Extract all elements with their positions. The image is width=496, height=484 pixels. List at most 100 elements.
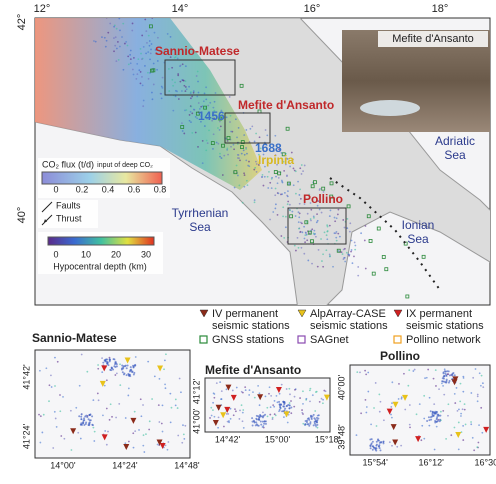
- epicenter-cluster: [283, 403, 286, 406]
- epicenter: [234, 118, 237, 121]
- epicenter: [219, 111, 222, 114]
- epicenter: [212, 133, 215, 136]
- epicenter: [273, 405, 276, 408]
- epicenter: [181, 441, 184, 444]
- epicenter: [129, 58, 132, 61]
- epicenter-cluster: [431, 413, 434, 416]
- epicenter: [225, 413, 228, 415]
- flux-tick-label: 0.4: [102, 184, 115, 194]
- epicenter: [243, 153, 246, 156]
- epicenter: [114, 36, 117, 39]
- epicenter: [269, 413, 272, 416]
- epicenter: [126, 44, 129, 47]
- lon-label: 14°: [172, 3, 189, 15]
- station: [304, 220, 309, 225]
- epicenter: [225, 116, 228, 119]
- epicenter: [365, 373, 368, 376]
- epicenter: [321, 402, 324, 405]
- epicenter: [337, 208, 340, 211]
- epicenter: [148, 428, 151, 431]
- epicenter: [322, 253, 324, 256]
- seismicity: [93, 18, 426, 299]
- epicenter: [190, 121, 192, 124]
- sea-label: Sea: [407, 232, 429, 246]
- epicenter: [460, 431, 463, 433]
- epicenter-cluster: [86, 416, 89, 419]
- epicenter: [228, 421, 230, 424]
- station-symbol: [392, 401, 399, 408]
- epicenter: [343, 247, 346, 250]
- epicenter: [286, 194, 289, 197]
- epicenter: [230, 145, 232, 148]
- photo-title: Mefite d'Ansanto: [392, 33, 474, 45]
- epicenter: [212, 401, 214, 404]
- epicenter: [442, 384, 444, 387]
- epicenter: [305, 397, 308, 400]
- epicenter: [122, 68, 125, 71]
- epicenter: [481, 382, 484, 385]
- epicenter-cluster: [375, 447, 378, 450]
- epicenter: [304, 241, 306, 244]
- epicenter: [143, 451, 146, 453]
- epicenter-cluster: [375, 440, 378, 443]
- station-symbol: [455, 431, 462, 438]
- epicenter: [176, 57, 179, 60]
- epicenter: [223, 425, 225, 428]
- epicenter-cluster: [314, 424, 317, 427]
- station-symbol: [451, 379, 458, 386]
- epicenter: [177, 73, 180, 75]
- epicenter: [301, 409, 303, 411]
- epicenter: [290, 412, 293, 415]
- inset-lat-label: 41°00': [191, 408, 201, 434]
- epicenter: [284, 163, 287, 166]
- epicenter: [105, 18, 108, 19]
- inset-lat-label: 39°48': [336, 424, 346, 450]
- epicenter: [257, 153, 260, 156]
- epicenter: [213, 393, 216, 395]
- epicenter: [434, 369, 437, 372]
- epicenter: [300, 173, 303, 175]
- epicenter-cluster: [315, 416, 318, 419]
- epicenter-cluster: [112, 358, 115, 361]
- epicenter: [124, 417, 127, 419]
- station: [285, 126, 290, 131]
- station: [148, 24, 153, 29]
- station-symbol: [157, 365, 164, 372]
- epicenter: [332, 265, 334, 268]
- epicenter-cluster: [105, 358, 108, 361]
- station: [376, 226, 381, 231]
- epicenter: [261, 173, 264, 176]
- epicenter: [129, 53, 132, 56]
- epicenter: [131, 68, 134, 71]
- co2-flux-area: [35, 18, 262, 190]
- epicenter: [152, 62, 155, 65]
- epicenter: [93, 40, 95, 42]
- epicenter: [227, 153, 229, 156]
- inset-lon-label: 15°54': [363, 457, 389, 467]
- epicenter: [142, 434, 145, 437]
- epicenter-cluster: [309, 422, 312, 425]
- epicenter-cluster: [429, 410, 432, 413]
- epicenter: [253, 140, 256, 143]
- station: [336, 248, 341, 253]
- epicenter: [174, 404, 177, 407]
- station-legend-label: Pollino network: [406, 334, 481, 346]
- station: [313, 180, 317, 185]
- station-symbol: [483, 426, 490, 433]
- epicenter: [458, 408, 460, 411]
- epicenter: [357, 266, 360, 268]
- epicenter: [353, 241, 356, 244]
- epicenter: [233, 186, 236, 189]
- epicenter: [320, 238, 322, 240]
- epicenter: [69, 409, 72, 412]
- epicenter-cluster: [448, 374, 451, 377]
- epicenter: [215, 382, 218, 385]
- epicenter-cluster: [308, 418, 311, 421]
- epicenter: [48, 384, 51, 387]
- station: [421, 254, 426, 259]
- epicenter: [191, 95, 194, 98]
- main-map: Mefite d'Ansanto 12° 14° 16° 18° 42° 40°…: [16, 3, 491, 306]
- station: [203, 105, 208, 110]
- epicenter: [177, 74, 180, 77]
- epicenter: [396, 445, 399, 448]
